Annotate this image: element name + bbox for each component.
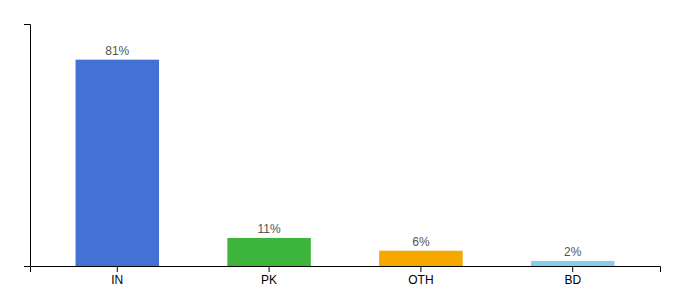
bar <box>227 238 310 266</box>
x-tick-mark <box>269 266 270 272</box>
x-tick: IN <box>111 266 123 287</box>
data-labels: 81% 11% 6% 2% <box>105 44 581 259</box>
x-axis: IN PK OTH BD <box>31 266 661 287</box>
x-tick-label: OTH <box>408 273 433 287</box>
bar <box>76 60 159 266</box>
x-tick-label: PK <box>261 273 277 287</box>
x-tick-mark <box>117 266 118 272</box>
data-label: 81% <box>105 44 129 58</box>
bars <box>76 60 615 266</box>
x-tick-mark <box>420 266 421 272</box>
data-label: 2% <box>564 245 582 259</box>
y-axis <box>24 25 31 267</box>
x-tick: BD <box>564 266 581 287</box>
bar <box>531 261 614 266</box>
x-tick: OTH <box>408 266 433 287</box>
x-axis-line <box>31 267 661 273</box>
bar <box>379 251 462 266</box>
data-label: 11% <box>258 222 281 236</box>
y-axis-line <box>24 25 31 267</box>
x-tick-label: BD <box>564 273 581 287</box>
x-tick: PK <box>261 266 277 287</box>
plot: IN PK OTH BD 81% 11% 6% 2% <box>24 25 661 287</box>
x-tick-label: IN <box>111 273 123 287</box>
chart: IN PK OTH BD 81% 11% 6% 2% <box>0 0 680 300</box>
data-label: 6% <box>412 235 430 249</box>
x-tick-mark <box>572 266 573 272</box>
